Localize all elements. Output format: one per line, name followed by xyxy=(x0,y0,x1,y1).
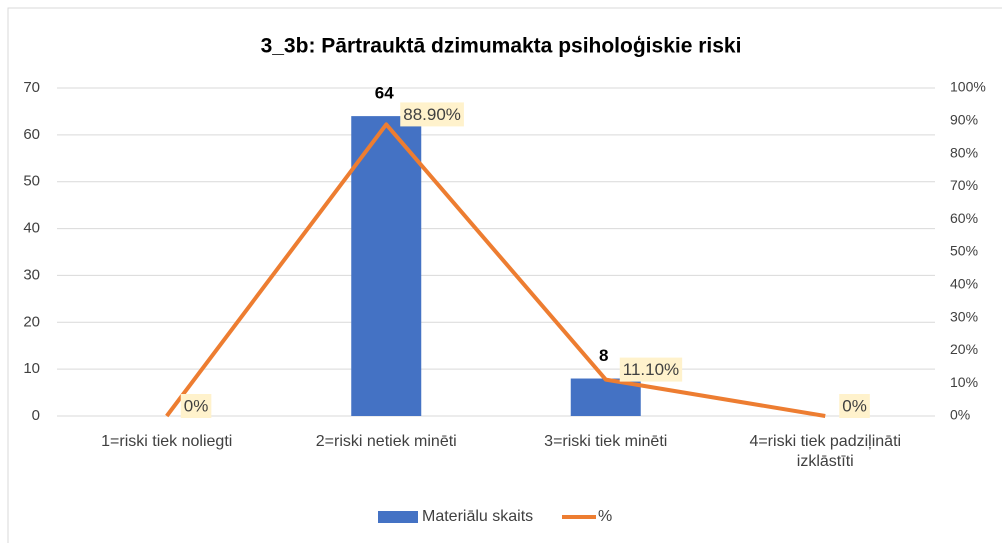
y-tick-label: 20 xyxy=(23,313,40,330)
y-tick-label: 10 xyxy=(23,360,40,377)
legend-label: % xyxy=(598,508,612,525)
y2-tick-label: 40% xyxy=(950,276,978,292)
y2-tick-label: 20% xyxy=(950,341,978,357)
y2-tick-label: 80% xyxy=(950,144,978,160)
chart-title: 3_3b: Pārtrauktā dzimumakta psiholoģiski… xyxy=(261,35,742,58)
x-tick-label: 2=riski netiek minēti xyxy=(315,433,457,450)
line-value-label: 11.10% xyxy=(623,360,679,379)
legend-swatch xyxy=(378,511,418,523)
y-tick-label: 30 xyxy=(23,266,40,283)
line-value-label: 88.90% xyxy=(403,105,461,124)
bar-value-label: 8 xyxy=(599,346,608,365)
y-tick-label: 40 xyxy=(23,220,40,237)
y2-tick-label: 30% xyxy=(950,308,978,324)
y2-tick-label: 60% xyxy=(950,210,978,226)
legend-label: Materiālu skaits xyxy=(422,508,533,525)
y2-tick-label: 70% xyxy=(950,177,978,193)
y2-tick-label: 100% xyxy=(950,79,986,95)
line xyxy=(165,122,826,418)
x-tick-label: 3=riski tiek minēti xyxy=(544,433,668,450)
x-tick-label: 4=riski tiek padziļināti izklāstīti xyxy=(749,433,902,470)
data-label-box xyxy=(619,357,683,382)
data-label-box xyxy=(400,102,464,127)
chart-frame xyxy=(7,7,1002,543)
line-value-label: 0% xyxy=(842,396,867,415)
line-value-label: 0% xyxy=(184,396,209,415)
x-tick-label: 1=riski tiek noliegti xyxy=(101,433,233,450)
y-tick-label: 50 xyxy=(23,173,40,190)
y2-tick-label: 90% xyxy=(950,112,978,128)
y-tick-label: 0 xyxy=(32,407,40,424)
bar xyxy=(351,116,422,416)
bar-value-label: 64 xyxy=(375,84,394,103)
data-label-box xyxy=(180,394,212,418)
y2-tick-label: 50% xyxy=(950,243,978,259)
y-tick-label: 70 xyxy=(23,79,40,96)
y2-tick-label: 10% xyxy=(950,374,978,390)
data-label-box xyxy=(839,394,870,418)
y-tick-label: 60 xyxy=(23,126,40,143)
y2-tick-label: 0% xyxy=(950,407,970,423)
